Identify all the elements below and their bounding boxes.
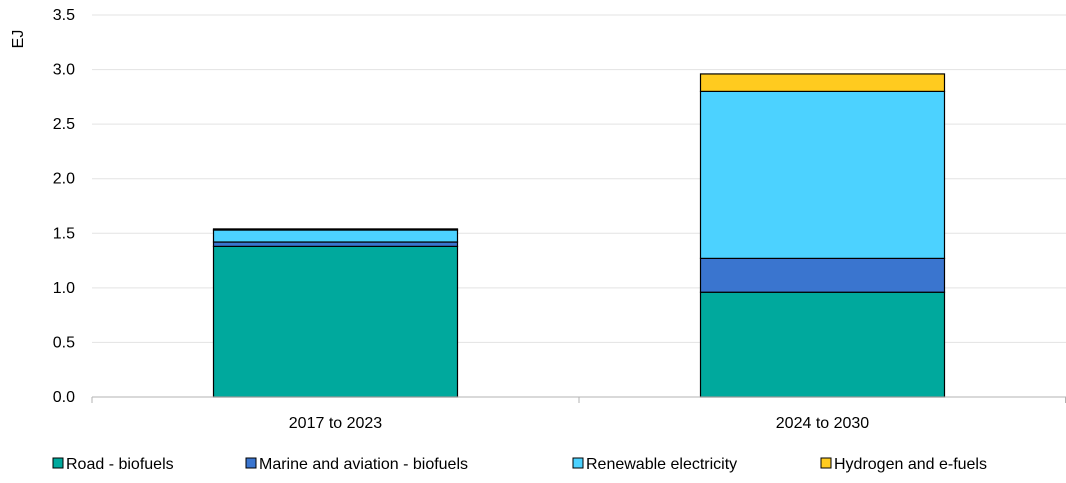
- bar-segment: [212, 241, 459, 247]
- legend-swatch: [820, 457, 832, 469]
- y-tick-label: 0.0: [53, 389, 75, 406]
- legend-label: Road - biofuels: [66, 456, 174, 473]
- bar-segment: [212, 229, 459, 243]
- x-tick-label: 2017 to 2023: [289, 415, 383, 432]
- bars: [212, 73, 946, 398]
- y-tick-label: 2.5: [53, 116, 75, 133]
- legend-label: Renewable electricity: [586, 456, 737, 473]
- y-tick-label: 2.0: [53, 171, 75, 188]
- bar-segment: [699, 73, 946, 92]
- bar-segment: [699, 291, 946, 398]
- legend: Road - biofuels Marine and aviation - bio…: [52, 456, 987, 473]
- legend-label: Marine and aviation - biofuels: [259, 456, 468, 473]
- bar-segment: [212, 228, 459, 231]
- x-tick-label: 2024 to 2030: [776, 415, 870, 432]
- y-tick-label: 3.0: [53, 62, 75, 79]
- y-tick-label: 0.5: [53, 334, 75, 351]
- bar-segment: [699, 90, 946, 259]
- legend-label: Hydrogen and e-fuels: [834, 456, 987, 473]
- bar-segment: [212, 245, 459, 398]
- y-tick-label: 1.0: [53, 280, 75, 297]
- legend-swatch: [572, 457, 584, 469]
- axes: 0.0 0.5 1.0 1.5 2.0 2.5 3.0 3.5 EJ 2017 to 2023 20…: [10, 7, 1066, 432]
- bar-segment: [699, 257, 946, 293]
- y-tick-label: 3.5: [53, 7, 75, 24]
- y-tick-label: 1.5: [53, 225, 75, 242]
- legend-swatch: [245, 457, 257, 469]
- legend-swatch: [52, 457, 64, 469]
- y-axis-label: EJ: [10, 30, 27, 49]
